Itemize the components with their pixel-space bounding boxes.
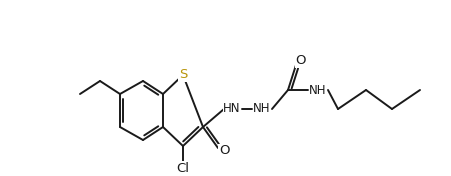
Text: HN: HN [223, 102, 241, 115]
Text: O: O [219, 144, 229, 158]
Text: Cl: Cl [176, 162, 189, 174]
Text: S: S [179, 68, 187, 81]
Text: NH: NH [309, 83, 327, 96]
Text: O: O [296, 55, 306, 68]
Text: NH: NH [253, 102, 271, 115]
